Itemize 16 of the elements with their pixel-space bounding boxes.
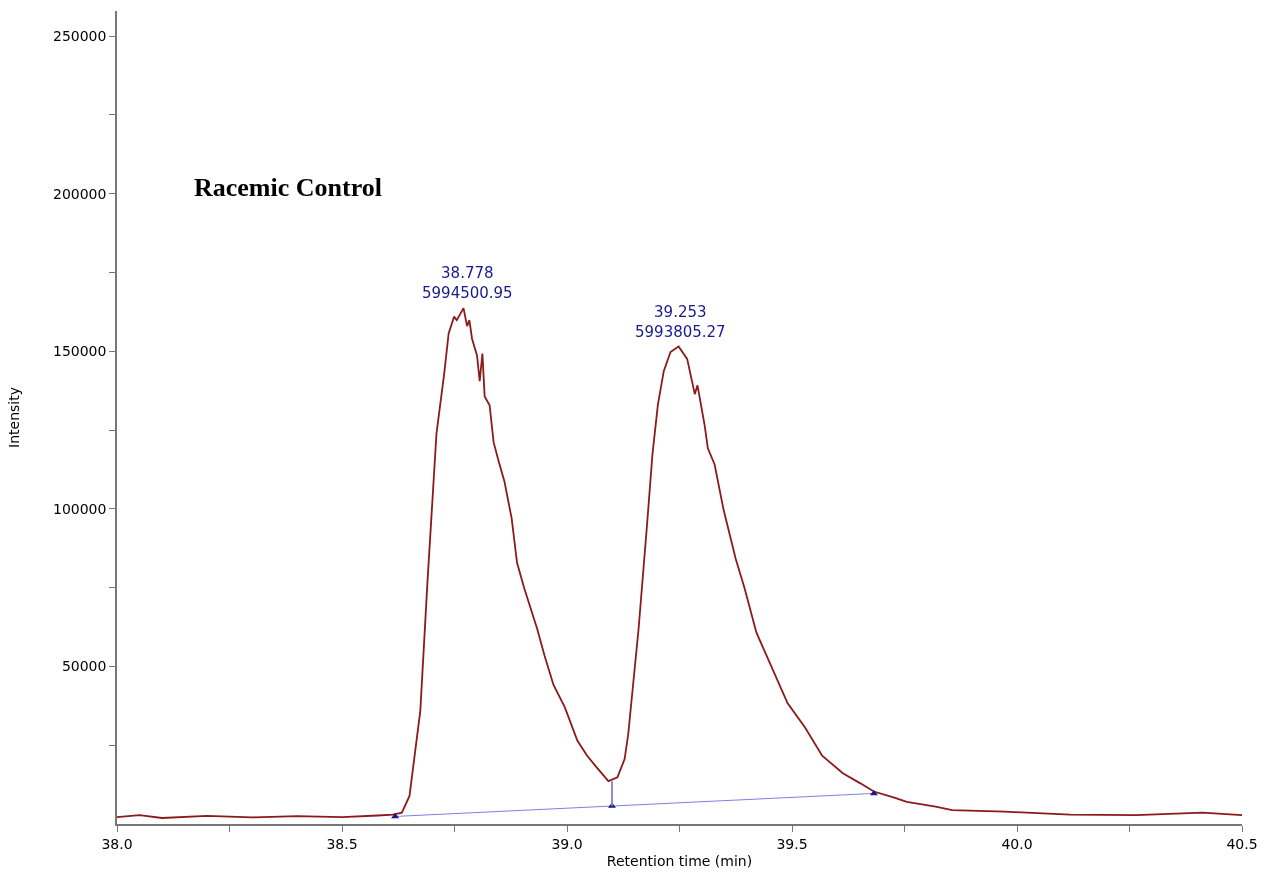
text: Racemic Control bbox=[194, 173, 382, 203]
y-tick-label: 200000 bbox=[53, 185, 107, 202]
x-tick-label: 40.0 bbox=[1001, 835, 1033, 852]
y-tick-label: 100000 bbox=[53, 500, 107, 517]
y-tick-label: 150000 bbox=[53, 343, 107, 360]
annotation: 39.253 5993805.27 bbox=[635, 303, 726, 341]
x-tick-label: 39.0 bbox=[551, 835, 583, 852]
y-axis-title: Intensity bbox=[6, 387, 23, 448]
x-axis-title: Retention time (min) bbox=[606, 853, 753, 870]
x-tick-label: 38.0 bbox=[101, 835, 133, 852]
x-tick-label: 39.5 bbox=[776, 835, 808, 852]
x-tick-label: 40.5 bbox=[1226, 835, 1258, 852]
x-tick-label: 38.5 bbox=[326, 835, 358, 852]
y-tick-label: 250000 bbox=[53, 28, 107, 45]
annotation: 38.778 5994500.95 bbox=[422, 264, 513, 302]
y-tick-label: 50000 bbox=[61, 658, 107, 675]
